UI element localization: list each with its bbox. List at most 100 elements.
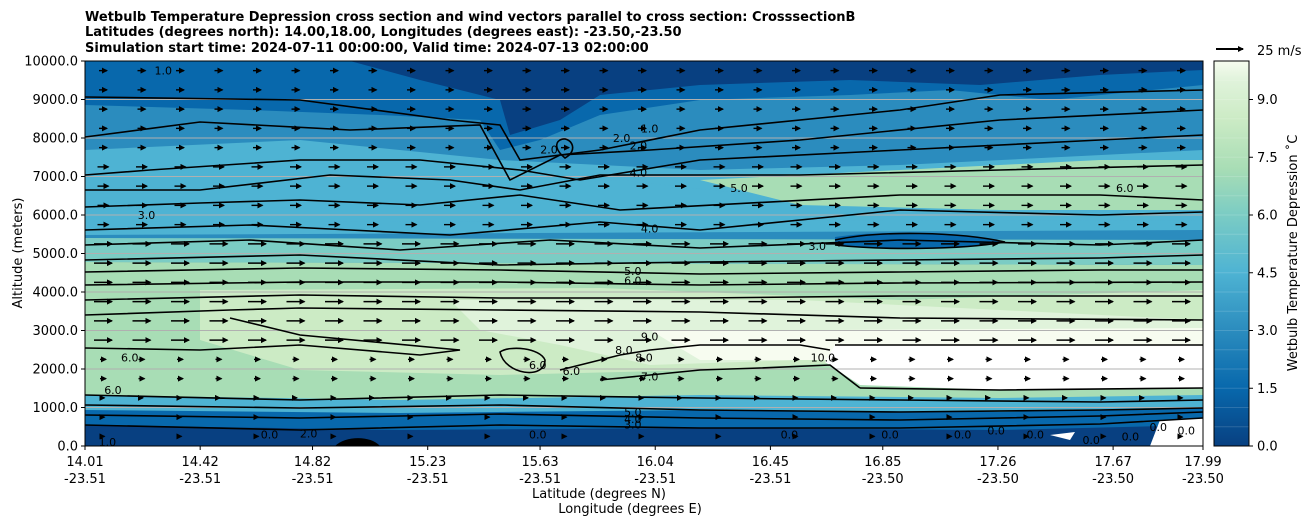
contour-label: 1.0	[155, 65, 173, 78]
contour-label: 0.0	[781, 428, 799, 441]
contour-line	[834, 232, 1006, 250]
colorbar-tick-label: 9.0	[1257, 93, 1278, 108]
x-tick-label-lon: -23.51	[407, 472, 449, 487]
contour-line	[85, 267, 1203, 275]
x-tick-label-lat: 14.82	[294, 455, 331, 470]
contour-label: 0.0	[1122, 430, 1140, 443]
contour-line	[85, 411, 1203, 421]
colorbar	[1214, 61, 1249, 446]
title-line-1: Wetbulb Temperature Depression cross sec…	[85, 10, 855, 25]
y-tick-label: 7000.0	[33, 170, 79, 185]
x-tick-label-lat: 17.67	[1095, 455, 1132, 470]
y-tick-label: 9000.0	[33, 93, 79, 108]
colorbar-tick-label: 0.0	[1257, 440, 1278, 455]
contour-label: 2.0	[630, 140, 648, 153]
contour-line	[85, 194, 1203, 211]
x-tick-label-lon: -23.51	[519, 472, 561, 487]
contour-label: 8.0	[635, 351, 653, 364]
contour-line	[85, 254, 1203, 266]
contour-label: 8.0	[615, 344, 633, 357]
contour-line	[85, 209, 1203, 236]
contour-line	[85, 109, 1203, 182]
contour-label: 1.0	[99, 436, 117, 449]
x-tick-label-lon: -23.51	[179, 472, 221, 487]
x-tick-label-lon: -23.50	[1182, 472, 1224, 487]
colorbar-tick-label: 1.5	[1257, 382, 1278, 397]
colorbar-frame	[1213, 60, 1250, 447]
contour-label: 0.0	[1027, 428, 1045, 441]
contour-label: 3.0	[809, 240, 827, 253]
quiver-key-label: 25 m/s	[1257, 44, 1302, 59]
contour-label: 6.0	[529, 359, 547, 372]
contour-label: 0.0	[954, 428, 972, 441]
contour-line	[85, 307, 1203, 321]
contour-label: 5.0	[624, 406, 642, 419]
colorbar-bands	[1214, 79, 1249, 428]
contour-line	[559, 344, 831, 371]
y-tick-label: 0.0	[57, 440, 78, 455]
colorbar-label: Wetbulb Temperature Depression ˚C	[1285, 135, 1301, 372]
contour-label: 5.0	[730, 182, 748, 195]
contour-label: 5.0	[624, 265, 642, 278]
contour-line	[85, 164, 1203, 191]
y-tick-label: 3000.0	[33, 324, 79, 339]
y-tick-label: 2000.0	[33, 363, 79, 378]
x-tick-label-lat: 15.23	[409, 455, 446, 470]
contour-line	[85, 134, 1203, 181]
colorbar-tick-label: 3.0	[1257, 324, 1278, 339]
contour-line	[85, 294, 1203, 301]
y-tick-label: 6000.0	[33, 209, 79, 224]
title-line-3: Simulation start time: 2024-07-11 00:00:…	[85, 41, 649, 56]
contour-label: 6.0	[563, 365, 581, 378]
x-tick-label-lat: 14.42	[182, 455, 219, 470]
y-axis-label: Altitude (meters)	[11, 198, 26, 309]
contour-label: 6.0	[121, 351, 139, 364]
colorbar-tick-label: 4.5	[1257, 266, 1278, 281]
contour-line	[859, 387, 1203, 391]
x-tick-label-lat: 17.99	[1184, 455, 1221, 470]
colorbar-tick-label: 7.5	[1257, 151, 1278, 166]
y-tick-label: 4000.0	[33, 286, 79, 301]
contour-line	[85, 317, 461, 356]
contour-line	[85, 404, 1203, 413]
y-axis: 0.0 1000.0 2000.0 3000.0 4000.0 5000.0 6000.0 7…	[24, 55, 85, 455]
x-tick-label-lat: 16.45	[752, 455, 789, 470]
contour-label: 7.0	[641, 371, 659, 384]
contour-label: 3.0	[624, 418, 642, 431]
x-tick-label-lat: 14.01	[66, 455, 103, 470]
x-tick-label-lon: -23.51	[749, 472, 791, 487]
contour-label: 2.0	[300, 427, 318, 440]
x-tick-label-lat: 16.85	[864, 455, 901, 470]
contour-line	[85, 394, 1203, 403]
contour-label: 6.0	[104, 384, 122, 397]
contour-label: 0.0	[881, 428, 899, 441]
x-axis-label-longitude: Longitude (degrees E)	[558, 502, 702, 517]
contour-label: 0.0	[987, 425, 1005, 438]
contour-line	[85, 417, 1203, 431]
colorbar-tick-label: 6.0	[1257, 209, 1278, 224]
contour-line	[499, 347, 546, 374]
x-tick-label-lat: 16.04	[637, 455, 674, 470]
contour-label: 0.0	[1082, 434, 1100, 447]
contour-label: 6.0	[624, 274, 642, 287]
y-tick-label: 5000.0	[33, 247, 79, 262]
x-axis-label-latitude: Latitude (degrees N)	[532, 487, 666, 502]
colorbar-ticks: 0.0 1.5 3.0 4.5 6.0 7.5 9.0	[1249, 93, 1278, 455]
x-tick-label-lon: -23.50	[862, 472, 904, 487]
x-tick-label-lon: -23.51	[634, 472, 676, 487]
x-tick-label-lat: 15.63	[521, 455, 558, 470]
x-tick-label-lon: -23.50	[1092, 472, 1134, 487]
x-tick-label-lat: 17.26	[979, 455, 1016, 470]
contour-label: 10.0	[811, 351, 836, 364]
wind-vectors	[94, 67, 1191, 440]
contour-label: 4.0	[624, 413, 642, 426]
contour-label: 0.0	[261, 428, 279, 441]
contour-label: 0.0	[1150, 421, 1168, 434]
x-axis: 14.01 -23.51 14.42 -23.51 14.82 -23.51 15.23 -2…	[64, 446, 1224, 487]
contour-label: 6.0	[1116, 182, 1134, 195]
y-tick-label: 1000.0	[33, 401, 79, 416]
contour-label: 0.0	[1177, 425, 1195, 438]
contour-label: 0.0	[529, 428, 547, 441]
x-tick-label-lon: -23.51	[292, 472, 334, 487]
